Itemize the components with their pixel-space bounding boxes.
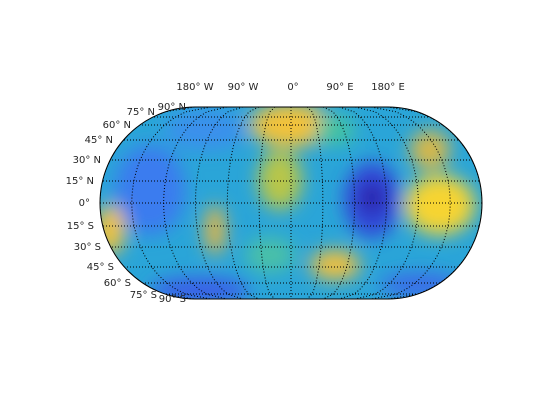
meridian [371,107,451,299]
meridian [258,107,276,299]
meridian [163,107,227,299]
longitude-label: 90° E [326,82,353,93]
meridian [306,107,324,299]
latitude-label: 90° S [159,294,186,305]
latitude-label: 0° [79,198,90,209]
latitude-label: 75° N [127,107,155,118]
latitude-label: 45° S [87,262,114,273]
latitude-label: 15° S [67,221,94,232]
map-field [100,107,482,299]
latitude-label: 45° N [85,135,113,146]
longitude-label: 0° [287,82,298,93]
latitude-label: 60° N [103,120,131,131]
meridian [131,107,211,299]
longitude-label: 180° W [176,82,213,93]
meridian [226,107,260,299]
longitude-label: 90° W [228,82,259,93]
longitude-label: 180° E [371,82,405,93]
meridian [355,107,419,299]
map-frame [99,106,483,300]
latitude-label: 15° N [66,176,94,187]
graticule [100,107,482,299]
meridian [322,107,356,299]
latitude-label: 90° N [158,102,186,113]
latitude-label: 30° S [74,242,101,253]
latitude-label: 30° N [73,155,101,166]
latitude-label: 60° S [104,278,131,289]
latitude-label: 75° S [130,290,157,301]
